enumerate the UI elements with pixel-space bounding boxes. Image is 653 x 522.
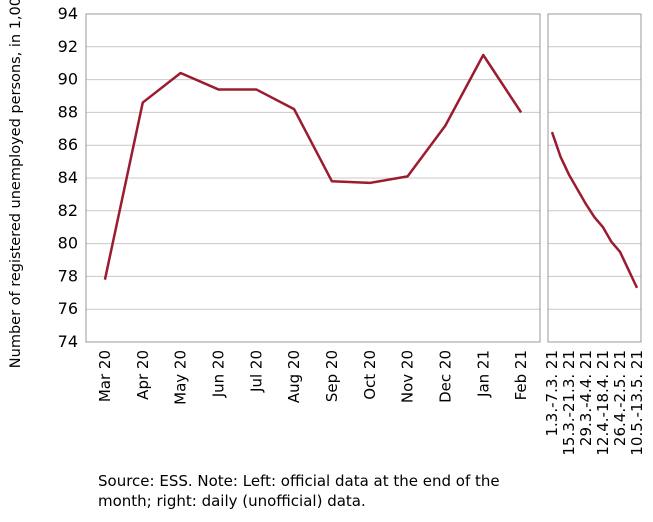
y-tick-label: 86 [58, 135, 78, 154]
x-tick-label: 26.4.-2.5. 21 [611, 350, 629, 446]
x-tick-label: Dec 20 [436, 350, 454, 403]
y-tick-label: 76 [58, 299, 78, 318]
x-tick-label: Oct 20 [361, 350, 379, 400]
x-tick-label: 29.3.-4.4. 21 [577, 350, 595, 446]
y-tick-label: 80 [58, 234, 78, 253]
x-tick-label: Jul 20 [247, 350, 265, 393]
y-tick-label: 94 [58, 4, 78, 23]
x-tick-label: Feb 21 [512, 350, 530, 400]
x-tick-label: Sep 20 [323, 350, 341, 402]
x-tick-label: Mar 20 [96, 350, 114, 402]
x-tick-label: 10.5.-13.5. 21 [628, 350, 646, 456]
y-axis-label: Number of registered unemployed persons,… [8, 0, 24, 368]
x-tick-label: May 20 [172, 350, 190, 405]
x-tick-label: Jan 21 [474, 350, 492, 398]
plot-frame [547, 13, 642, 343]
plot-frame [85, 13, 541, 343]
x-tick-label: Nov 20 [399, 350, 417, 403]
note: Source: ESS. Note: Left: official data a… [98, 472, 500, 490]
data-line [550, 131, 639, 289]
y-tick-label: 74 [58, 332, 78, 351]
y-tick-label: 90 [58, 70, 78, 89]
x-tick-label: 15.3.-21.3. 21 [560, 350, 578, 456]
y-tick-label: 78 [58, 266, 78, 285]
y-tick-label: 84 [58, 168, 78, 187]
x-tick-label: Jun 20 [209, 350, 227, 398]
x-tick-label: Aug 20 [285, 350, 303, 403]
x-tick-label: 1.3.-7.3. 21 [543, 350, 561, 437]
data-line [103, 53, 523, 280]
y-tick-label: 82 [58, 201, 78, 220]
x-tick-label: Apr 20 [134, 350, 152, 400]
note: month; right: daily (unofficial) data. [98, 492, 366, 510]
y-tick-label: 92 [58, 37, 78, 56]
x-tick-label: 12.4.-18.4. 21 [594, 350, 612, 456]
y-tick-label: 88 [58, 102, 78, 121]
